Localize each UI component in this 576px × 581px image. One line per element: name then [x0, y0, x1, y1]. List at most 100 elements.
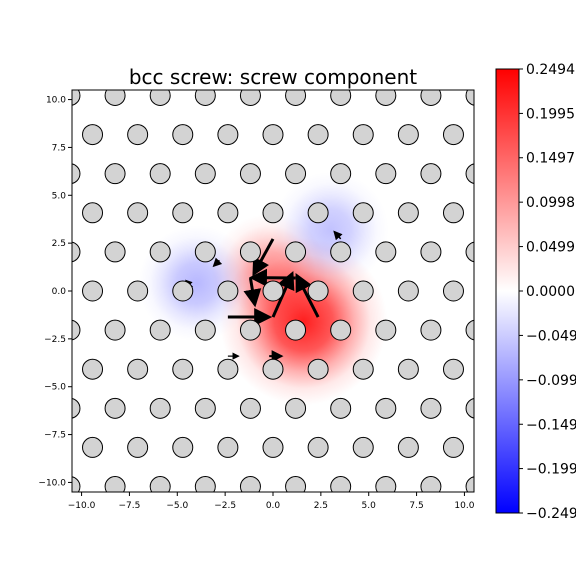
atom: [263, 203, 283, 223]
atom: [173, 125, 193, 145]
atom: [240, 320, 260, 340]
colorbar-tick-label: 0.0000: [526, 284, 575, 300]
atom: [331, 242, 351, 262]
atom: [443, 437, 463, 457]
atom: [353, 203, 373, 223]
atom: [376, 398, 396, 418]
atom: [105, 85, 125, 105]
atom: [308, 125, 328, 145]
atom: [218, 359, 238, 379]
atom: [443, 281, 463, 301]
atom: [105, 398, 125, 418]
atom: [443, 125, 463, 145]
atom: [195, 242, 215, 262]
atom: [398, 359, 418, 379]
colorbar-tick-label: 0.1497: [526, 151, 575, 167]
y-tick-label: 0.0: [52, 287, 67, 297]
x-tick-label: 0.0: [266, 501, 281, 511]
atom: [173, 281, 193, 301]
atom: [173, 359, 193, 379]
x-tick-label: −7.5: [118, 501, 140, 511]
atom: [421, 398, 441, 418]
y-tick-label: 7.5: [52, 143, 66, 153]
y-tick-label: −7.5: [44, 431, 66, 441]
x-tick-label: 7.5: [409, 501, 423, 511]
atom: [286, 477, 306, 497]
atom: [218, 437, 238, 457]
atom: [240, 242, 260, 262]
atom: [376, 164, 396, 184]
chart-title: bcc screw: screw component: [129, 65, 417, 89]
atom: [398, 437, 418, 457]
x-tick-label: −10.0: [68, 501, 96, 511]
atom: [263, 125, 283, 145]
atom: [128, 203, 148, 223]
atom: [376, 320, 396, 340]
atom: [331, 164, 351, 184]
atom: [308, 437, 328, 457]
atom: [105, 477, 125, 497]
atom: [128, 437, 148, 457]
atom: [83, 125, 103, 145]
atom: [466, 85, 486, 105]
atom: [466, 477, 486, 497]
atom: [331, 320, 351, 340]
atom: [128, 125, 148, 145]
atom: [150, 320, 170, 340]
atom: [195, 477, 215, 497]
atom: [263, 359, 283, 379]
atom: [443, 359, 463, 379]
atom: [331, 398, 351, 418]
colorbar-tick-label: −0.2494: [526, 506, 576, 522]
y-tick-label: −2.5: [44, 335, 66, 345]
colorbar-tick-label: 0.1995: [526, 106, 575, 122]
atom: [173, 203, 193, 223]
atom: [331, 477, 351, 497]
atom: [240, 398, 260, 418]
atom: [105, 320, 125, 340]
atom: [128, 281, 148, 301]
atom: [353, 281, 373, 301]
colorbar-tick-label: −0.1995: [526, 462, 576, 478]
atom: [150, 242, 170, 262]
atom: [83, 437, 103, 457]
atom: [218, 125, 238, 145]
x-tick-label: 2.5: [314, 501, 328, 511]
atom: [421, 164, 441, 184]
y-axis: −10.0−7.5−5.0−2.50.02.55.07.510.0: [38, 96, 72, 489]
atom: [150, 477, 170, 497]
atom: [421, 477, 441, 497]
atom: [240, 164, 260, 184]
atom: [105, 242, 125, 262]
colorbar-ticks: 0.24940.19950.14970.09980.04990.0000−0.0…: [519, 62, 576, 522]
atom: [353, 359, 373, 379]
atom: [263, 437, 283, 457]
atom: [466, 164, 486, 184]
atom: [286, 398, 306, 418]
atom: [150, 398, 170, 418]
atom: [263, 281, 283, 301]
colorbar: [496, 69, 519, 513]
x-tick-label: 5.0: [362, 501, 377, 511]
x-tick-label: −5.0: [166, 501, 188, 511]
atom: [466, 320, 486, 340]
colorbar-tick-label: 0.2494: [526, 62, 575, 78]
atom: [308, 203, 328, 223]
atom: [83, 203, 103, 223]
y-tick-label: −5.0: [44, 383, 66, 393]
atom: [195, 398, 215, 418]
atom: [308, 359, 328, 379]
atom: [150, 164, 170, 184]
atom: [60, 164, 80, 184]
atom: [353, 437, 373, 457]
atom: [286, 242, 306, 262]
atom: [466, 398, 486, 418]
atom: [60, 398, 80, 418]
atom: [421, 242, 441, 262]
atom: [128, 359, 148, 379]
y-tick-label: 5.0: [52, 191, 67, 201]
atom: [173, 437, 193, 457]
atom: [195, 320, 215, 340]
colorbar-tick-label: −0.0998: [526, 373, 576, 389]
